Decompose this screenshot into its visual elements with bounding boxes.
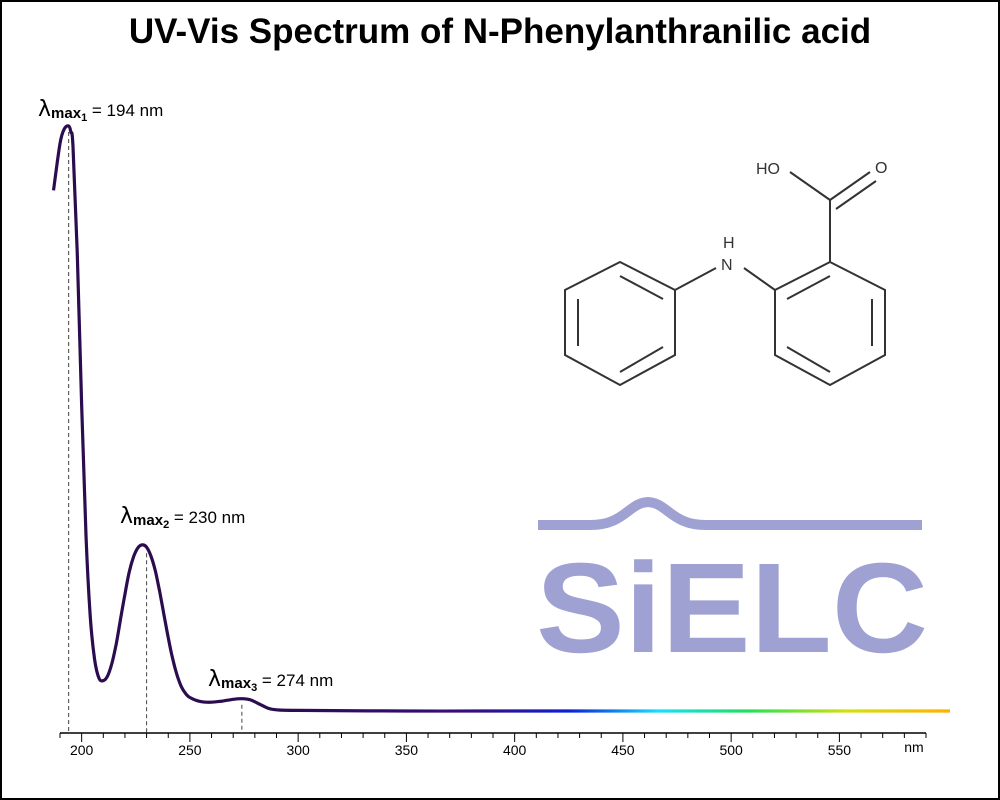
x-tick-label: 250 xyxy=(178,742,202,758)
peak-label: λmax2 = 230 nm xyxy=(120,504,245,531)
x-tick-label: 450 xyxy=(611,742,635,758)
atom-o-label: O xyxy=(875,160,887,177)
x-axis-ticks xyxy=(59,733,927,742)
chart-title: UV-Vis Spectrum of N-Phenylanthranilic a… xyxy=(128,12,872,51)
atom-h-label: H xyxy=(723,235,735,252)
x-tick-label: 550 xyxy=(828,742,852,758)
atom-n-label: N xyxy=(721,257,733,274)
peak-label: λmax3 = 274 nm xyxy=(208,667,333,694)
n-bond-left xyxy=(674,267,717,291)
spectrum-line xyxy=(51,124,950,713)
x-tick-label: 500 xyxy=(719,742,743,758)
x-tick-label: 300 xyxy=(286,742,310,758)
peak-guides xyxy=(68,132,243,733)
x-axis-label: nm xyxy=(904,739,923,755)
logo-wave xyxy=(538,496,922,530)
c-o-double-bond xyxy=(829,171,871,201)
molecule-structure xyxy=(564,171,886,387)
atom-ho-label: HO xyxy=(756,161,780,178)
benzoic-ring xyxy=(774,260,886,387)
x-axis-tick-labels: 200 250 300 350 400 450 500 550 xyxy=(70,742,851,758)
c-oh-bond xyxy=(789,171,831,201)
x-tick-label: 200 xyxy=(70,742,94,758)
peak-label: λmax1 = 194 nm xyxy=(38,97,163,124)
x-tick-label: 400 xyxy=(503,742,527,758)
phenyl-ring xyxy=(564,260,676,387)
n-bond-right xyxy=(743,267,776,291)
peak-labels: λmax1 = 194 nm λmax2 = 230 nm λmax3 = 274 … xyxy=(38,97,333,694)
sielc-logo: SiELC xyxy=(536,496,928,680)
logo-wordmark: SiELC xyxy=(536,537,928,680)
x-tick-label: 350 xyxy=(395,742,419,758)
